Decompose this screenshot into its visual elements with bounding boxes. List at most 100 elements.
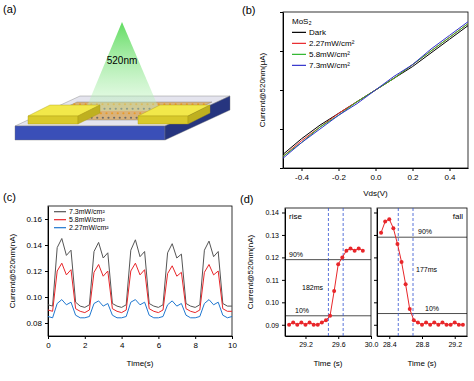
- tick: 6: [157, 336, 162, 350]
- series-point: [295, 323, 299, 327]
- series-point: [308, 321, 312, 325]
- legend-label: 5.8mW/cm²: [69, 216, 105, 223]
- tick-label: 0: [46, 341, 51, 350]
- tick-label: 29.6: [332, 341, 346, 348]
- level-label: 90%: [418, 228, 432, 235]
- tick-label: 29.2: [299, 341, 313, 348]
- tick-label: 6: [157, 341, 162, 350]
- tick: 30.0: [365, 336, 379, 348]
- tick-mark: [195, 336, 196, 339]
- tick-label: 0.08: [26, 319, 42, 328]
- y-axis: 0.080.100.120.140.16: [26, 207, 48, 337]
- y-axis: 0.090.100.110.120.130.14: [265, 209, 285, 337]
- electrode-front: [28, 116, 78, 124]
- legend: MoS₂Dark2.27mW/cm²5.8mW/cm²7.3mW/cm²: [292, 17, 355, 70]
- level-label: 90%: [289, 251, 303, 258]
- series-point: [299, 321, 303, 325]
- plot-frame: [283, 12, 468, 168]
- electrode-front: [138, 116, 188, 124]
- tick: [280, 129, 283, 130]
- tick: 29.2: [448, 336, 462, 348]
- series-point: [420, 323, 424, 327]
- tick: 0.08: [26, 319, 48, 328]
- series-point: [349, 246, 353, 250]
- axis-line: [283, 13, 284, 169]
- x-axis: 28.4 28.8 29.2: [378, 336, 468, 348]
- chart-title: fall: [453, 212, 463, 221]
- light-label: 520nm: [107, 55, 138, 66]
- atom: [130, 117, 132, 119]
- tick-mark: [280, 12, 283, 13]
- time-marker: [398, 208, 399, 336]
- series-point: [412, 318, 416, 322]
- series-point: [449, 323, 453, 327]
- tick: 0.10: [265, 299, 285, 306]
- tick-label: 29.2: [448, 341, 462, 348]
- tick-mark: [232, 336, 233, 339]
- chart: 28.428.829.290%10%177msfallTime (s): [374, 208, 468, 368]
- y-axis-title: Current@520nm(nA): [8, 233, 17, 308]
- time-marker: [343, 208, 344, 336]
- level-label: 10%: [425, 305, 439, 312]
- tick: 0.2: [407, 168, 419, 182]
- tick-mark: [371, 336, 372, 339]
- tick-label: 0.10: [265, 299, 279, 306]
- tick: 29.2: [299, 336, 313, 348]
- tick: 28.8: [416, 336, 430, 348]
- tick-label: 28.8: [416, 341, 430, 348]
- tick-mark: [282, 235, 285, 236]
- series-point: [353, 249, 357, 253]
- y-axis: [280, 13, 284, 169]
- series-point: [344, 249, 348, 253]
- tick: [280, 51, 283, 52]
- series-point: [291, 321, 295, 325]
- tick: 8: [193, 336, 198, 350]
- atom: [105, 112, 107, 114]
- series-point: [445, 323, 449, 327]
- tick-label: 28.4: [383, 341, 397, 348]
- tick-mark: [122, 336, 123, 339]
- tick-mark: [374, 235, 377, 236]
- tick-mark: [45, 297, 48, 298]
- tick: [374, 257, 377, 258]
- series-point: [457, 323, 461, 327]
- series-point: [428, 323, 432, 327]
- series-point: [328, 314, 332, 318]
- tick-mark: [374, 212, 377, 213]
- tick: -0.4: [295, 168, 309, 182]
- tick-mark: [389, 336, 390, 339]
- tick: 0.4: [444, 168, 456, 182]
- series-point: [461, 323, 465, 327]
- tick: [374, 280, 377, 281]
- series-point: [312, 323, 316, 327]
- legend-title: MoS₂: [292, 17, 312, 26]
- tick-mark: [374, 280, 377, 281]
- chart: 02468100.080.100.120.140.16(c)Time(s)Cur…: [3, 191, 237, 368]
- tick-mark: [45, 219, 48, 220]
- panel-label: (d): [240, 193, 253, 205]
- x-axis-title: Vds(V): [363, 189, 388, 198]
- atom: [96, 117, 98, 119]
- y-axis-title: Current@520nm(μA): [258, 52, 267, 127]
- tick-mark: [45, 245, 48, 246]
- series-point: [453, 321, 457, 325]
- legend-swatch: [292, 54, 306, 55]
- series-point: [404, 282, 408, 286]
- series-point: [357, 246, 361, 250]
- legend-label: 5.8mW/cm²: [309, 50, 350, 59]
- atom: [113, 117, 115, 119]
- tick-mark: [280, 168, 283, 169]
- series-point: [303, 323, 307, 327]
- plot-frame: [48, 206, 232, 336]
- tick-mark: [374, 325, 377, 326]
- series-point: [379, 231, 383, 235]
- tick: 0: [46, 336, 51, 350]
- tick-label: 0.13: [265, 232, 279, 239]
- tick-label: 4: [120, 341, 125, 350]
- panel-label: (b): [242, 4, 255, 16]
- tick: [280, 12, 283, 13]
- axis-line: [377, 209, 378, 337]
- tick: [374, 302, 377, 303]
- tick: 0.09: [265, 322, 285, 329]
- tick: 0.10: [26, 293, 48, 302]
